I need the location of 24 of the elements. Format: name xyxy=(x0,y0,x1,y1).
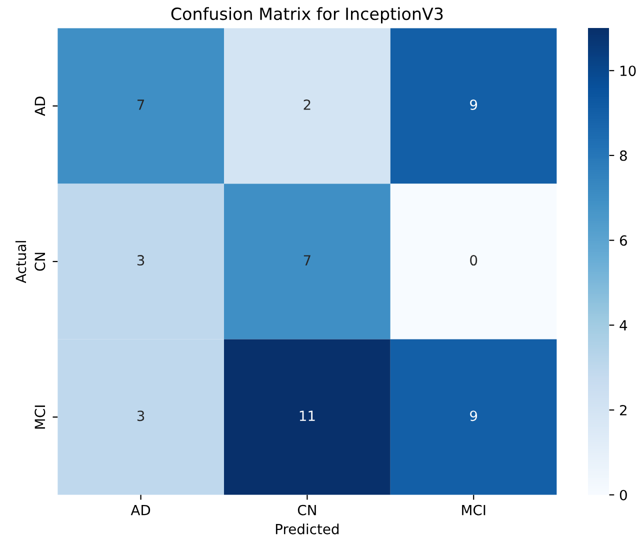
x-tick-label: AD xyxy=(130,504,150,516)
color-bar-label: 0 xyxy=(620,490,627,500)
y-tick-label: MCI xyxy=(34,406,46,429)
color-bar-label: 8 xyxy=(620,150,627,161)
y-tick-label: AD xyxy=(34,96,45,116)
data-label: 0 xyxy=(470,255,478,266)
y-tick-label: CN xyxy=(34,252,46,271)
y-axis-title: Actual xyxy=(15,241,26,284)
data-label: 7 xyxy=(304,255,310,266)
chart-title: Confusion Matrix for InceptionV3 xyxy=(171,7,443,24)
data-label: 2 xyxy=(304,99,310,110)
x-axis-title: Predicted xyxy=(276,524,339,534)
data-label: 11 xyxy=(300,410,315,421)
data-label: 3 xyxy=(137,255,144,266)
x-tick-label: MCI xyxy=(462,504,486,516)
color-bar-label: 2 xyxy=(620,404,626,416)
color-bar-label: 4 xyxy=(620,320,628,330)
data-label: 9 xyxy=(470,410,478,422)
data-label: 9 xyxy=(470,99,478,110)
x-tick-label: CN xyxy=(298,504,316,516)
data-label: 7 xyxy=(138,100,144,110)
color-bar-label: 6 xyxy=(620,235,627,246)
data-label: 3 xyxy=(137,410,144,422)
color-bar-label: 10 xyxy=(620,66,636,76)
